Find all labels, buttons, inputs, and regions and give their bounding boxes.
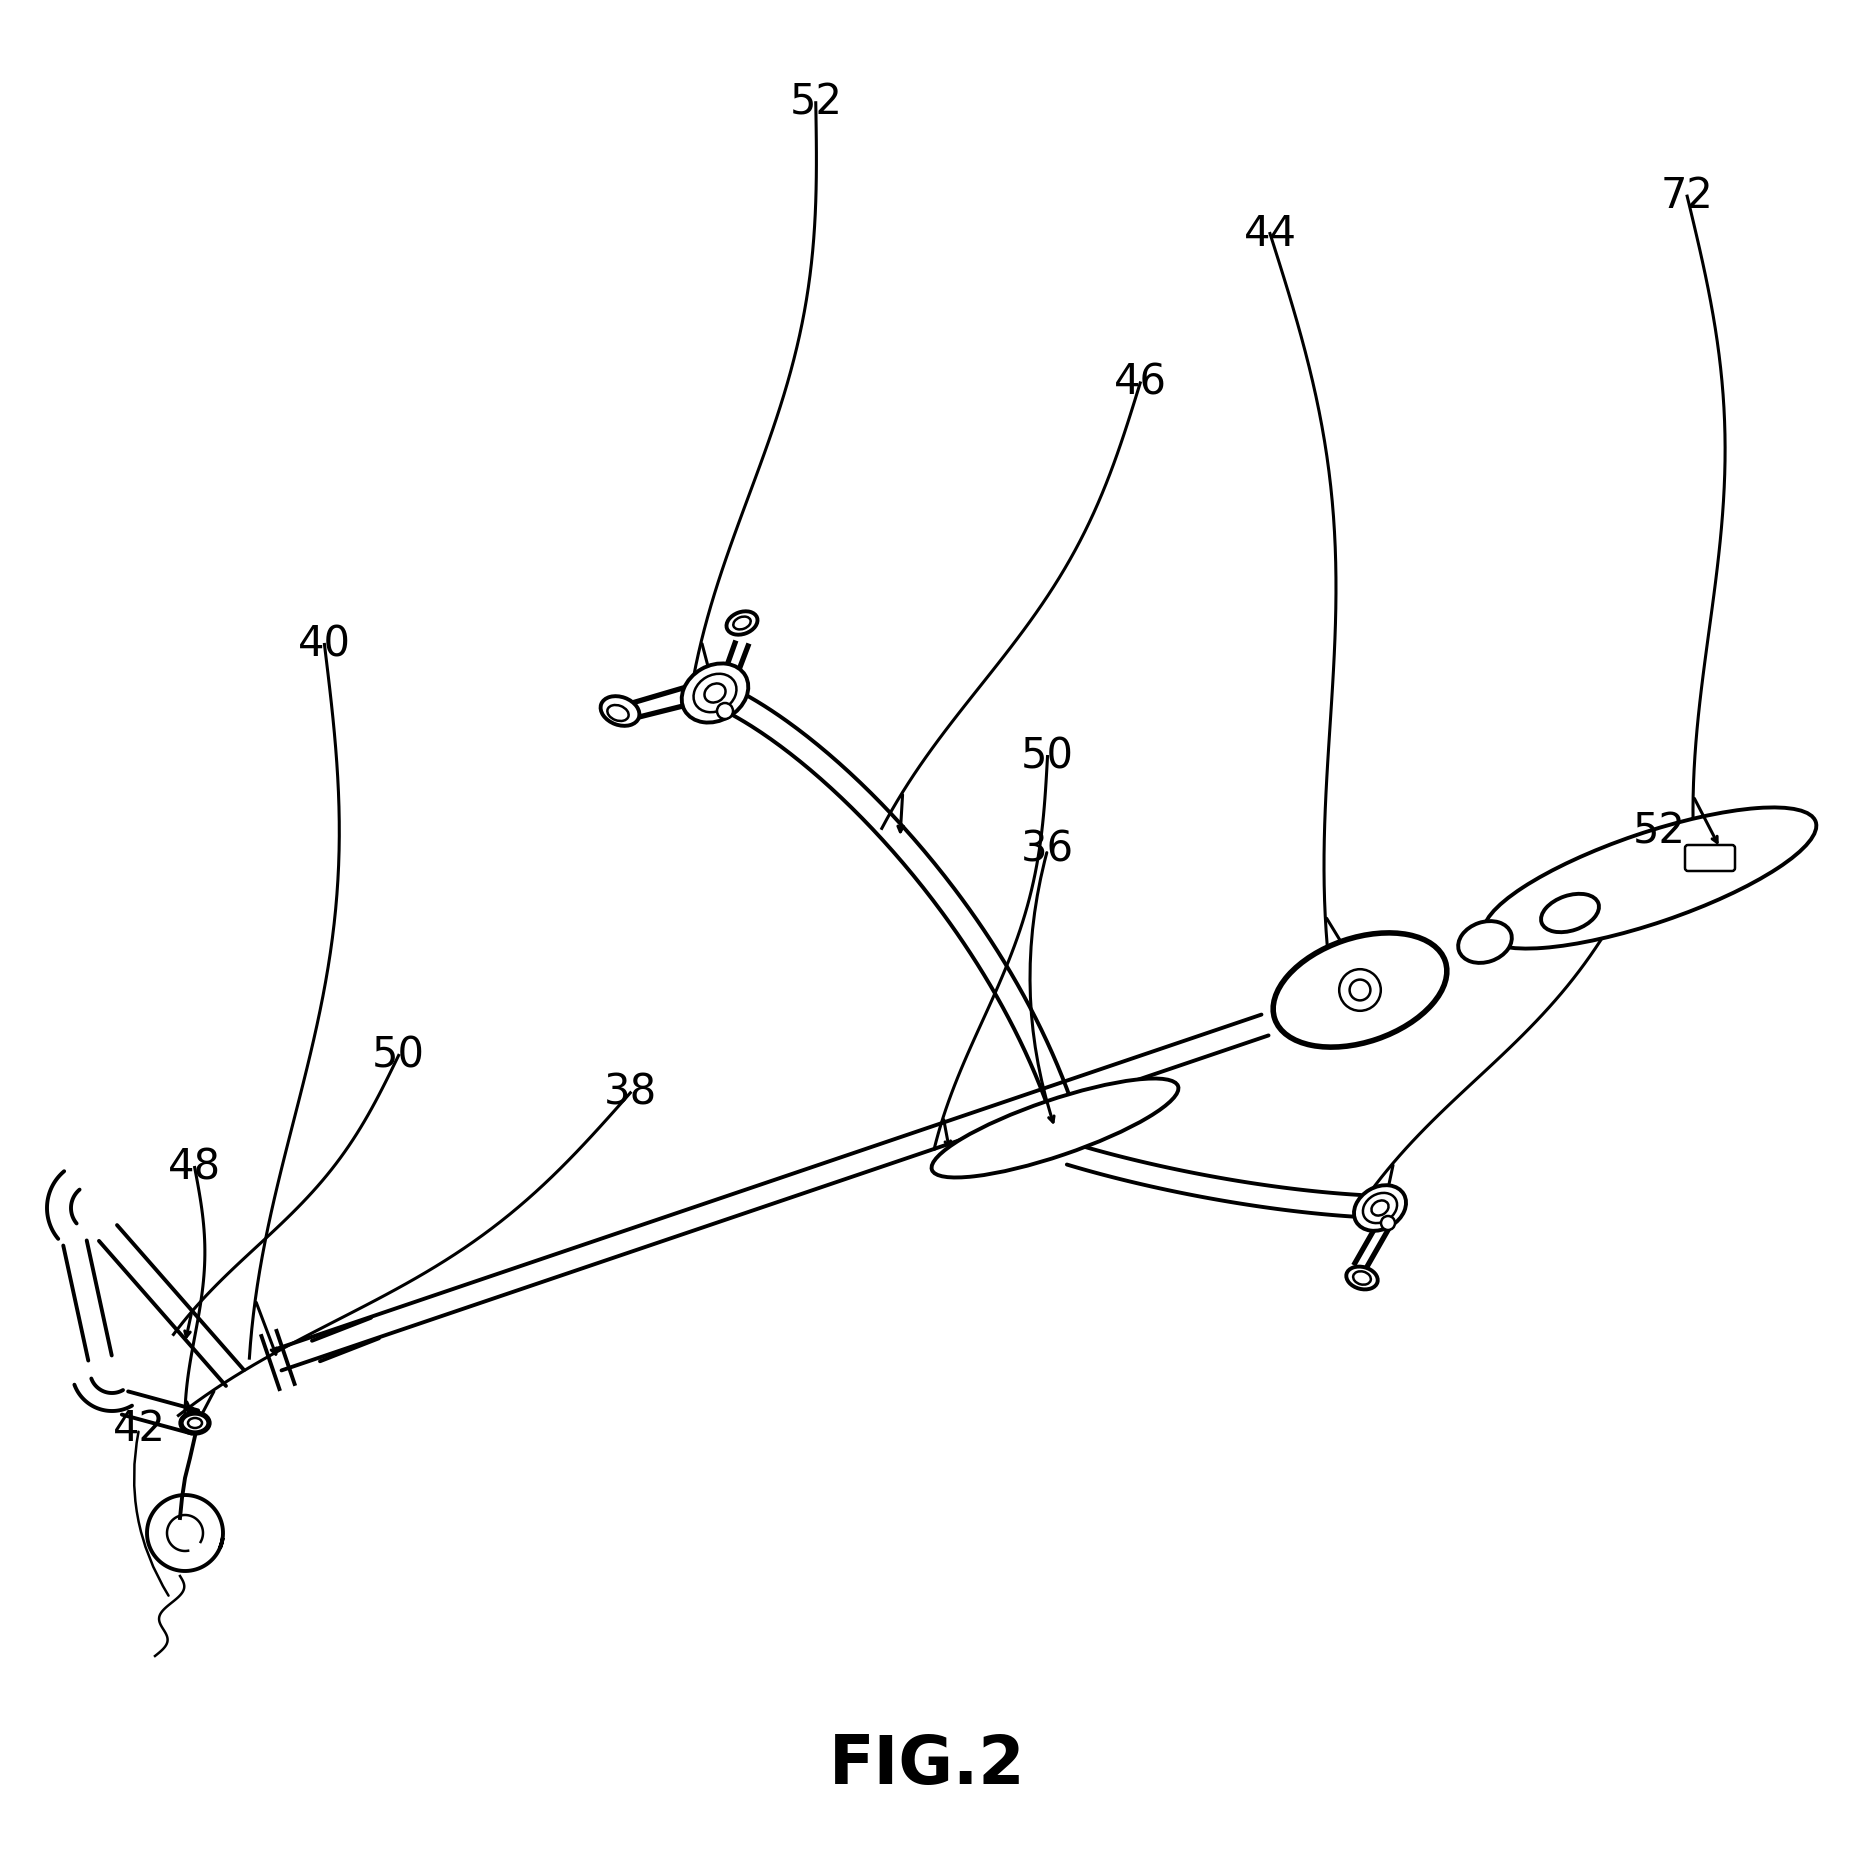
- Text: 42: 42: [113, 1408, 165, 1450]
- Text: 52: 52: [1633, 811, 1685, 852]
- Ellipse shape: [693, 674, 736, 712]
- Text: 50: 50: [373, 1035, 425, 1076]
- Circle shape: [1381, 1216, 1394, 1229]
- Ellipse shape: [1541, 893, 1598, 932]
- Ellipse shape: [1459, 921, 1511, 962]
- Circle shape: [717, 702, 732, 719]
- Text: 38: 38: [604, 1072, 656, 1113]
- Ellipse shape: [1483, 807, 1817, 949]
- Ellipse shape: [1353, 1272, 1370, 1285]
- Text: 72: 72: [1661, 176, 1713, 217]
- Ellipse shape: [705, 684, 725, 702]
- Ellipse shape: [1339, 969, 1381, 1011]
- Ellipse shape: [601, 697, 640, 727]
- Text: 44: 44: [1244, 213, 1296, 254]
- Ellipse shape: [187, 1418, 202, 1427]
- FancyBboxPatch shape: [1685, 844, 1735, 870]
- Ellipse shape: [1353, 1184, 1405, 1231]
- Text: 48: 48: [169, 1147, 221, 1188]
- Ellipse shape: [682, 663, 749, 723]
- Ellipse shape: [608, 704, 629, 721]
- Ellipse shape: [931, 1078, 1179, 1177]
- Ellipse shape: [1346, 1267, 1378, 1289]
- Ellipse shape: [734, 616, 751, 630]
- Text: 46: 46: [1114, 362, 1166, 403]
- Ellipse shape: [1350, 979, 1370, 1001]
- Text: 36: 36: [1022, 829, 1073, 870]
- Text: 50: 50: [1022, 736, 1073, 777]
- Ellipse shape: [1363, 1194, 1398, 1224]
- Ellipse shape: [1274, 932, 1446, 1048]
- Ellipse shape: [1372, 1201, 1389, 1216]
- Ellipse shape: [182, 1412, 210, 1433]
- Ellipse shape: [727, 611, 758, 635]
- Text: 52: 52: [790, 82, 842, 123]
- Text: 40: 40: [298, 624, 350, 665]
- Text: FIG.2: FIG.2: [829, 1732, 1025, 1799]
